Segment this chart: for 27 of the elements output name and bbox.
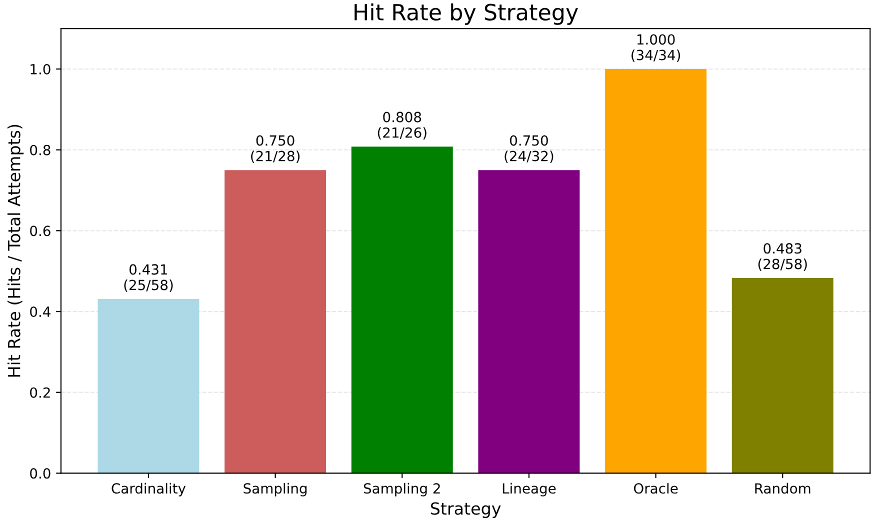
bar [605,69,707,474]
y-tick-label: 0.0 [30,468,50,479]
data-label: 1.000 (34/34) [632,34,680,62]
x-tick-label: Sampling [244,482,307,496]
bar [478,170,580,474]
x-axis-title: Strategy [430,502,501,518]
bar [732,278,834,474]
y-tick-label: 1.0 [30,64,50,74]
data-label: 0.750 (21/28) [251,135,300,163]
y-tick-label: 0.8 [30,144,50,156]
x-tick-label: Oracle [634,482,678,494]
x-tick-label: Cardinality [112,482,186,496]
data-label: 0.808 (21/26) [378,112,426,140]
data-label: 0.483 (28/58) [758,243,807,271]
y-axis-title: Hit Rate (Hits / Total Attempts) [7,124,24,377]
chart-title: Hit Rate by Strategy [354,3,578,25]
bar [224,170,326,474]
y-tick-label: 0.6 [30,226,50,236]
bar [98,299,200,474]
x-tick-label: Lineage [502,482,556,496]
y-tick-label: 0.2 [30,387,50,398]
data-label: 0.431 (25/58) [124,264,173,292]
bar [351,146,453,474]
y-tick-label: 0.4 [30,306,50,317]
x-tick-label: Random [755,482,810,494]
data-label: 0.750 (24/32) [504,135,554,163]
x-tick-label: Sampling 2 [364,482,440,496]
